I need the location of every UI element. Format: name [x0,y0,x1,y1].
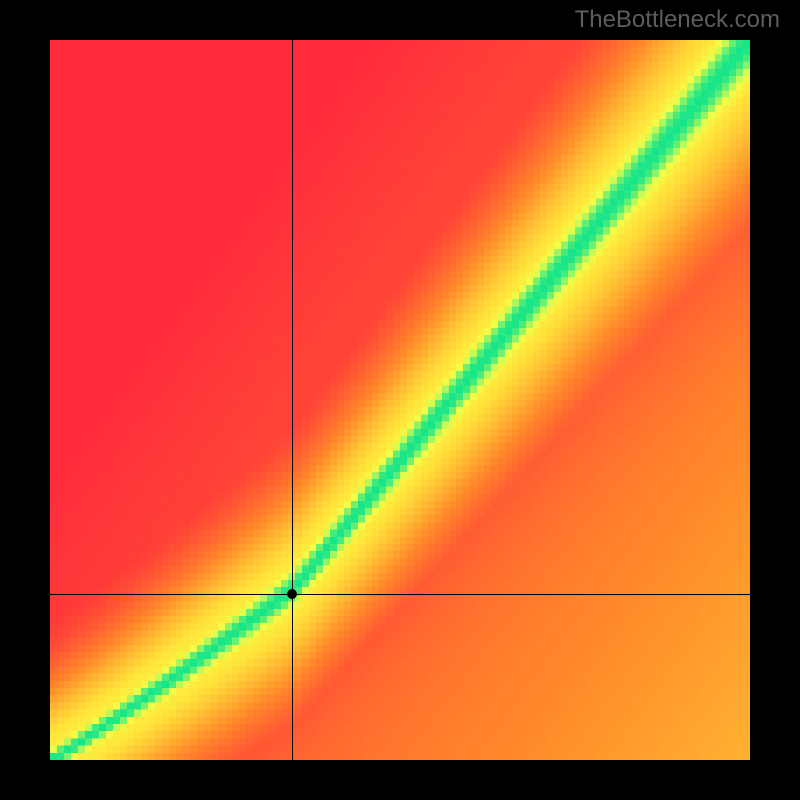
crosshair-horizontal [50,594,750,595]
heatmap-canvas [50,40,750,760]
crosshair-dot [287,589,297,599]
chart-container: TheBottleneck.com [0,0,800,800]
watermark-label: TheBottleneck.com [575,6,780,34]
crosshair-vertical [292,40,293,760]
plot-area [50,40,750,760]
